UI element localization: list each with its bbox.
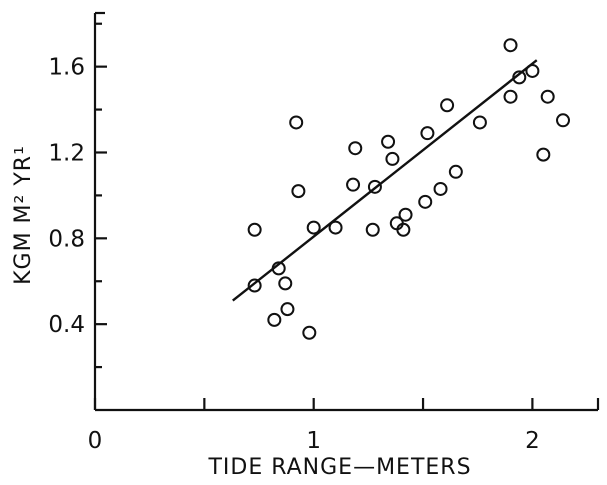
y-tick-label: 1.6: [48, 55, 85, 81]
data-point: [525, 63, 540, 78]
y-tick-label: 0.8: [48, 226, 85, 252]
y-tick-label: 1.2: [48, 140, 85, 166]
ticks: 0 1 2 0.4 0.8 1.2 1.6: [48, 22, 600, 454]
y-axis-title: KGM M² YR¹: [11, 145, 36, 285]
data-point: [348, 141, 363, 156]
fit-line-group: [232, 59, 538, 302]
x-tick-label: 0: [88, 428, 103, 454]
data-point: [247, 222, 262, 237]
data-point: [302, 325, 317, 340]
data-point: [540, 89, 555, 104]
data-point: [536, 147, 551, 162]
x-tick-label: 1: [306, 428, 321, 454]
data-point: [398, 207, 413, 222]
data-point: [306, 220, 321, 235]
regression-line: [232, 59, 538, 302]
data-point: [396, 222, 411, 237]
data-point: [440, 98, 455, 113]
data-point: [381, 134, 396, 149]
data-point: [289, 115, 304, 130]
data-point: [385, 151, 400, 166]
data-point: [328, 220, 343, 235]
data-point: [503, 38, 518, 53]
y-tick-label: 0.4: [48, 312, 85, 338]
data-point: [271, 261, 286, 276]
data-points: [247, 38, 571, 340]
data-point: [556, 113, 571, 128]
x-tick-label: 2: [525, 428, 540, 454]
data-point: [267, 312, 282, 327]
data-point: [418, 194, 433, 209]
data-point: [503, 89, 518, 104]
data-point: [420, 126, 435, 141]
data-point: [365, 222, 380, 237]
data-point: [291, 184, 306, 199]
data-point: [346, 177, 361, 192]
data-point: [367, 179, 382, 194]
data-point: [448, 164, 463, 179]
data-point: [512, 70, 527, 85]
data-point: [433, 181, 448, 196]
data-point: [278, 276, 293, 291]
data-point: [280, 302, 295, 317]
axes: [93, 11, 598, 412]
x-axis-title: TIDE RANGE—METERS: [207, 455, 471, 480]
data-point: [247, 278, 262, 293]
data-point: [472, 115, 487, 130]
